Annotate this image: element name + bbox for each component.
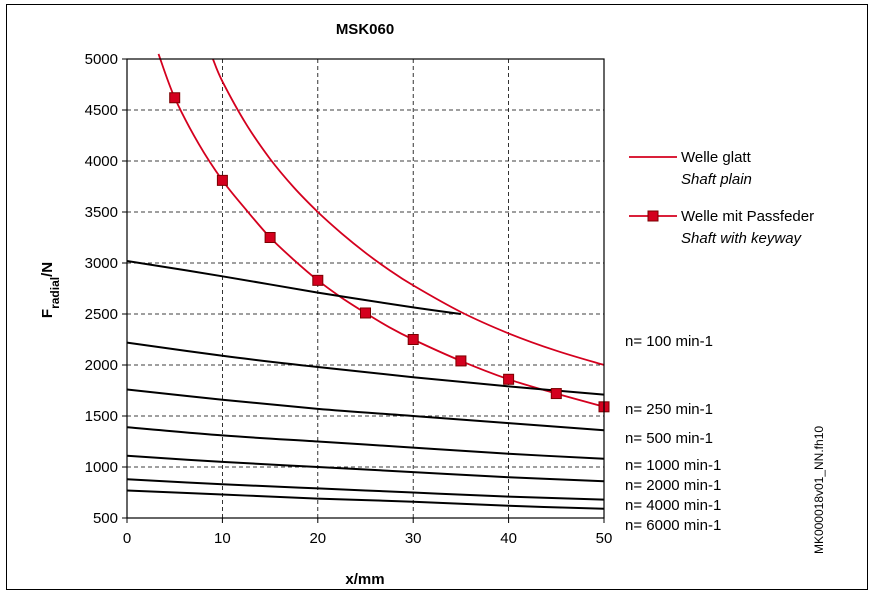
- series-line-4: [127, 388, 605, 432]
- series-line-6: [127, 454, 605, 483]
- plot-area-border: [126, 58, 605, 519]
- series-marker: [312, 274, 324, 286]
- legend-sublabel: Shaft with keyway: [681, 230, 803, 247]
- y-tick-label: 3000: [85, 255, 118, 272]
- x-tick-label: 50: [596, 530, 613, 547]
- speed-label: n= 6000 min-1: [625, 517, 721, 534]
- y-tick-label: 3500: [85, 204, 118, 221]
- x-tick-label: 30: [405, 530, 422, 547]
- series-line-0: [212, 58, 605, 366]
- y-axis-title-sub: radial: [48, 277, 62, 309]
- x-tick-labels: 0 10 20 30 40 50: [123, 530, 613, 547]
- legend-label: Welle glatt: [681, 149, 752, 166]
- series-line-5: [127, 426, 605, 460]
- series-marker: [455, 355, 467, 367]
- series-marker: [550, 388, 562, 400]
- x-axis-title: x/mm: [345, 571, 384, 588]
- y-tick-label: 500: [93, 510, 118, 527]
- figure-id-note: MK000018v01_NN.fh10: [812, 426, 826, 554]
- y-tick-label: 2000: [85, 357, 118, 374]
- speed-label: n= 4000 min-1: [625, 497, 721, 514]
- series-marker: [264, 232, 276, 243]
- y-tick-label: 1000: [85, 459, 118, 476]
- x-tick-label: 20: [309, 530, 326, 547]
- y-axis-title-unit: /N: [39, 262, 56, 277]
- figure-frame: [6, 4, 868, 590]
- chart-title: MSK060: [336, 21, 394, 38]
- y-tick-label: 4500: [85, 102, 118, 119]
- x-tick-label: 0: [123, 530, 131, 547]
- y-tick-label: 5000: [85, 51, 118, 68]
- speed-label: n= 100 min-1: [625, 333, 713, 350]
- series-line-1: [157, 53, 605, 408]
- legend-sublabel: Shaft plain: [681, 171, 752, 188]
- series-line-8: [127, 489, 605, 510]
- y-tick-label: 4000: [85, 153, 118, 170]
- y-tick-labels: 500 1000 1500 2000 2500 3000 3500 4000 4500 5000: [85, 51, 118, 527]
- marker-group: [169, 92, 610, 413]
- series-line-3: [127, 341, 605, 396]
- series-line-7: [127, 478, 605, 501]
- speed-labels: n= 100 min-1 n= 250 min-1 n= 500 min-1 n= 1…: [625, 333, 721, 534]
- y-tick-label: 2500: [85, 306, 118, 323]
- series-marker: [169, 92, 181, 104]
- speed-label: n= 500 min-1: [625, 430, 713, 447]
- series-marker: [503, 373, 515, 385]
- series-group: [127, 53, 605, 510]
- speed-label: n= 1000 min-1: [625, 457, 721, 474]
- series-marker: [360, 307, 371, 319]
- x-tick-label: 10: [214, 530, 231, 547]
- series-line-2: [127, 260, 462, 315]
- y-axis-title: Fradial/N: [39, 262, 62, 318]
- series-marker: [407, 334, 419, 345]
- series-marker: [216, 174, 228, 186]
- x-tick-label: 40: [500, 530, 517, 547]
- speed-label: n= 2000 min-1: [625, 477, 721, 494]
- y-axis-title-main: F: [39, 309, 56, 318]
- legend: Welle glatt Shaft plain Welle mit Passfede…: [629, 149, 814, 247]
- legend-marker: [647, 210, 659, 222]
- y-tick-label: 1500: [85, 408, 118, 425]
- legend-label: Welle mit Passfeder: [681, 208, 814, 225]
- grid: [122, 58, 605, 523]
- speed-label: n= 250 min-1: [625, 401, 713, 418]
